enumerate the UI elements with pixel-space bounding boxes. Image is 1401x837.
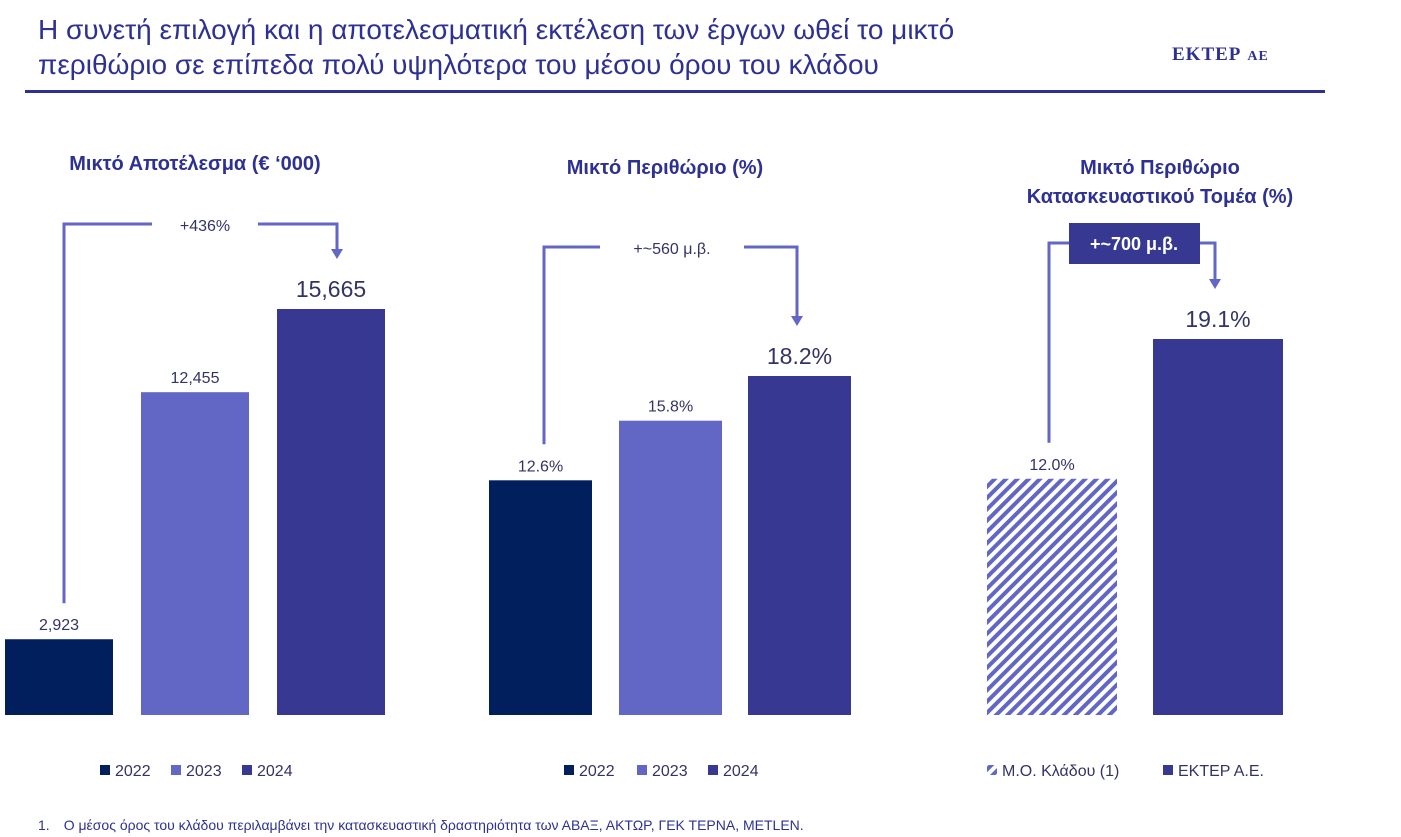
chart-1-legend-swatch-1 (100, 765, 110, 775)
chart-3-bracket-right (1200, 241, 1217, 281)
chart-2-bar-2 (619, 420, 722, 715)
chart-1-arrow-head (331, 249, 343, 259)
chart-3-legend-label-1: Μ.Ο. Κλάδου (1) (1002, 763, 1119, 780)
chart-1-value-label-1: 2,923 (39, 617, 79, 634)
chart-2-legend-label-1: 2022 (579, 763, 615, 780)
page-title-line-1: Η συνετή επιλογή και η αποτελεσματική εκ… (38, 14, 955, 45)
chart-1-legend-swatch-2 (171, 765, 181, 775)
chart-1-legend-swatch-3 (242, 765, 252, 775)
chart-1-legend-label-1: 2022 (115, 763, 151, 780)
chart-1-value-label-3: 15,665 (296, 276, 366, 302)
chart-2-title: Μικτό Περιθώριο (%) (566, 157, 764, 179)
logo-main-text: ΕΚΤΕΡ (1172, 44, 1242, 65)
chart-2-bar-1 (489, 480, 592, 715)
chart-1-bracket-right (258, 222, 339, 251)
page-title: Η συνετή επιλογή και η αποτελεσματική εκ… (38, 12, 1138, 82)
chart-1-value-label-2: 12,455 (171, 370, 220, 387)
chart-1-bar-3 (277, 309, 385, 715)
footnote-number: 1. (38, 817, 50, 833)
chart-2-annotation-label: +~560 μ.β. (633, 241, 710, 258)
chart-1-legend-label-3: 2024 (257, 763, 293, 780)
chart-2-bracket-right (744, 245, 799, 318)
chart-3-bracket-left (1047, 241, 1070, 443)
page-title-line-2: περιθώριο σε επίπεδα πολύ υψηλότερα του … (38, 49, 879, 80)
chart-3-title-line-1: Μικτό Περιθώριο (1080, 157, 1240, 179)
chart-3-legend-label-2: ΕΚΤΕΡ Α.Ε. (1178, 763, 1264, 780)
chart-2-value-label-3: 18.2% (767, 343, 832, 369)
company-logo: ΕΚΤΕΡ ΑΕ (1172, 44, 1269, 66)
chart-1-annotation-label: +436% (180, 218, 230, 235)
chart-2-legend-label-3: 2024 (723, 763, 759, 780)
logo-sub-text: ΑΕ (1247, 49, 1269, 64)
chart-3-legend-swatch-1 (987, 765, 997, 775)
chart-3-bar-1 (987, 478, 1117, 715)
chart-2-arrow-head (791, 316, 803, 326)
chart-2-bracket-left (542, 245, 600, 445)
chart-2-value-label-1: 12.6% (518, 458, 563, 475)
chart-3-bar-2 (1153, 339, 1283, 715)
chart-2-value-label-2: 15.8% (648, 399, 693, 416)
chart-3-value-label-1: 12.0% (1029, 457, 1074, 474)
chart-3-title: Μικτό Περιθώριο Κατασκευαστικού Τομέα (%… (960, 154, 1360, 212)
chart-2-legend-swatch-1 (564, 765, 574, 775)
footnote: 1. Ο μέσος όρος του κλάδου περιλαμβάνει τ… (38, 817, 804, 833)
chart-3-arrow-head (1209, 279, 1221, 289)
chart-2-legend-swatch-2 (637, 765, 647, 775)
chart-1-bracket-left (62, 222, 152, 604)
chart-2-legend-swatch-3 (708, 765, 718, 775)
chart-2-legend-label-2: 2023 (652, 763, 688, 780)
header-divider (25, 90, 1325, 93)
chart-1-bar-2 (141, 392, 249, 715)
chart-1-title: Μικτό Αποτέλεσμα (€ ‘000) (69, 153, 321, 175)
footnote-text: Ο μέσος όρος του κλάδου περιλαμβάνει την… (63, 817, 804, 833)
chart-3-annotation-box (1069, 223, 1200, 264)
chart-1-bar-1 (5, 639, 113, 715)
chart-3-annotation-label: +~700 μ.β. (1090, 234, 1178, 254)
chart-3-legend-swatch-2 (1163, 765, 1173, 775)
chart-1-legend-label-2: 2023 (186, 763, 222, 780)
chart-3-title-line-2: Κατασκευαστικού Τομέα (%) (1026, 186, 1294, 208)
chart-3-value-label-2: 19.1% (1185, 306, 1250, 332)
chart-2-bar-3 (748, 376, 851, 715)
